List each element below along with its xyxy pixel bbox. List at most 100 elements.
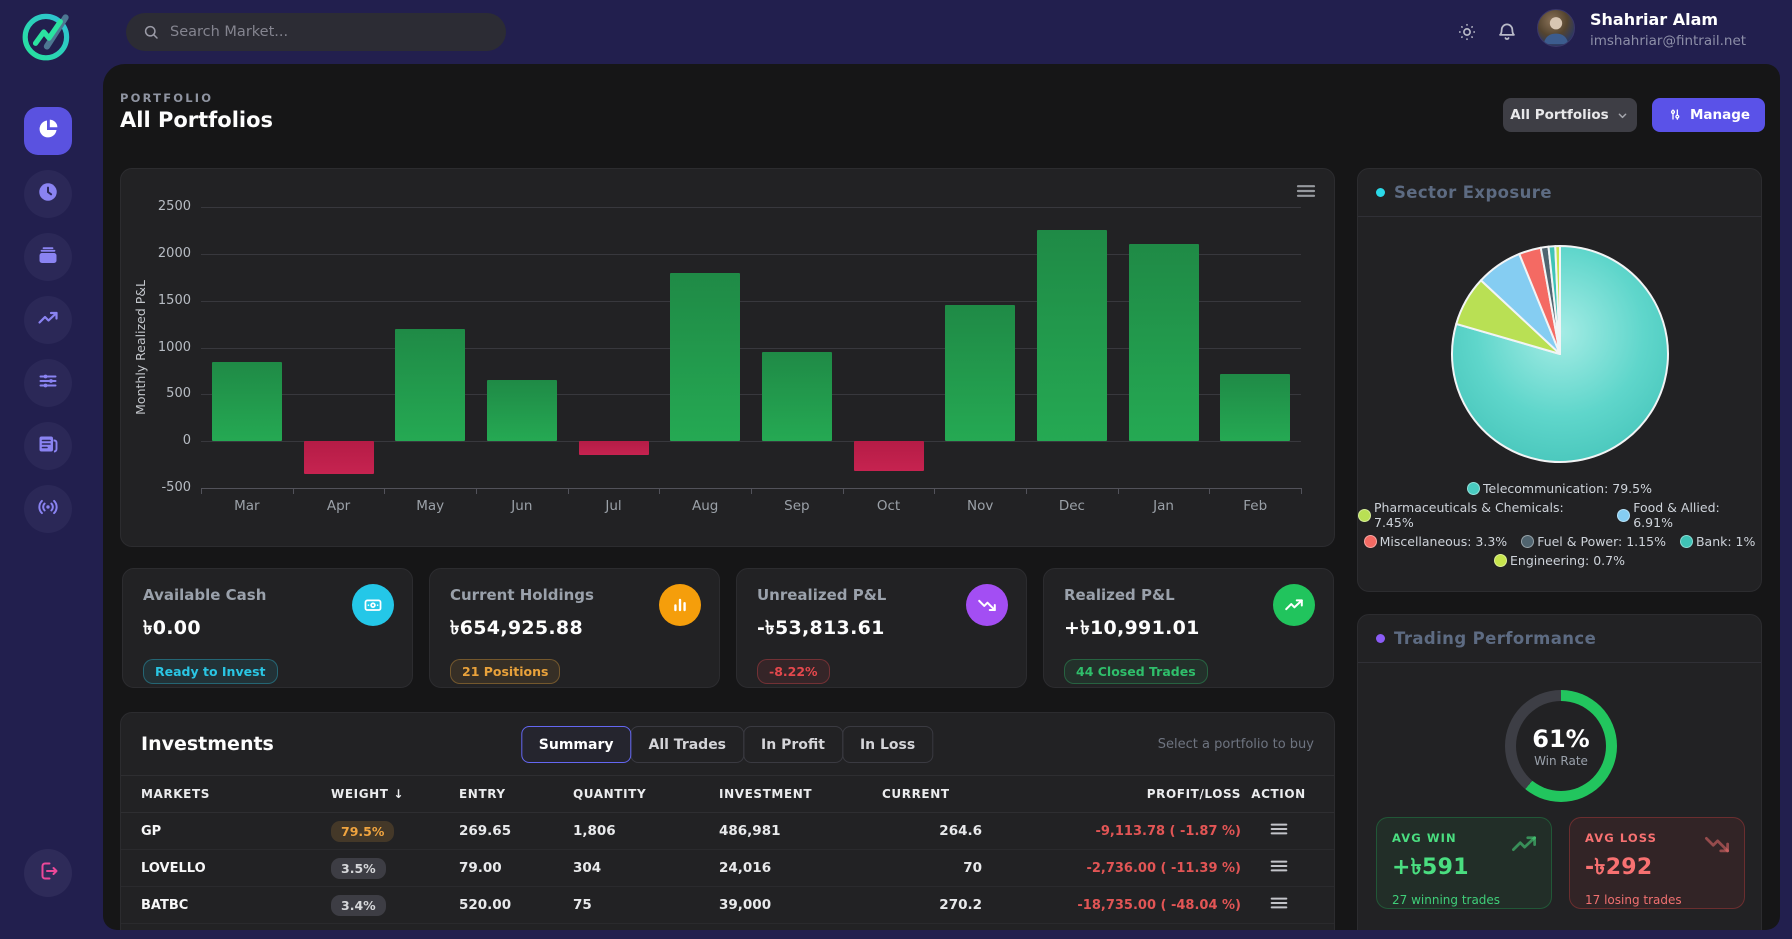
news-icon [36, 432, 60, 460]
investments-title: Investments [141, 733, 274, 755]
legend-item[interactable]: Pharmaceuticals & Chemicals: 7.45% [1358, 500, 1603, 530]
legend-label: Telecommunication: 79.5% [1483, 481, 1652, 496]
axis-tick [292, 488, 294, 494]
status-badge: Ready to Invest [143, 659, 278, 684]
search-input[interactable] [170, 24, 490, 40]
table-row[interactable]: LOVELLO 3.5% 79.00 304 24,016 70 -2,736.00 ( -… [121, 850, 1334, 887]
entry-cell: 520.00 [459, 897, 512, 913]
avg-win-card: AVG WIN +৳591 27 winning trades [1376, 817, 1552, 909]
win-rate-label: Win Rate [1534, 753, 1588, 768]
manage-button[interactable]: Manage [1652, 98, 1765, 132]
x-label-Nov: Nov [967, 498, 994, 514]
y-tick-label: -500 [161, 480, 191, 495]
main-panel: PORTFOLIO All Portfolios All Portfolios … [103, 64, 1780, 930]
column-header-entry[interactable]: ENTRY [459, 787, 506, 801]
sidebar-item-news[interactable] [24, 422, 72, 470]
legend-item[interactable]: Food & Allied: 6.91% [1617, 500, 1761, 530]
logout-button[interactable] [24, 849, 72, 897]
column-header-markets[interactable]: MARKETS [141, 787, 210, 801]
row-menu-icon[interactable] [1268, 818, 1290, 840]
tab-summary[interactable]: Summary [520, 726, 632, 763]
legend-dot [1679, 535, 1693, 548]
column-header-quantity[interactable]: QUANTITY [573, 787, 647, 801]
stat-card-unrealized-p-l: Unrealized P&L -৳53,813.61 -8.22% [736, 568, 1027, 688]
notifications-button[interactable] [1492, 17, 1522, 47]
legend-label: Engineering: 0.7% [1510, 553, 1625, 568]
axis-tick [567, 488, 569, 494]
y-tick-label: 2000 [157, 245, 191, 261]
tab-all-trades[interactable]: All Trades [630, 726, 745, 763]
portfolio-select-label: All Portfolios [1510, 107, 1609, 123]
sidebar-item-pie-chart[interactable] [24, 107, 72, 155]
legend-label: Fuel & Power: 1.15% [1537, 534, 1666, 549]
axis-tick [842, 488, 844, 494]
x-label-Oct: Oct [876, 498, 901, 514]
legend-row: Telecommunication: 79.5% [1467, 481, 1652, 496]
search-bar [126, 13, 506, 51]
sidebar-item-holdings[interactable] [24, 233, 72, 281]
avg-win-value: +৳591 [1392, 855, 1469, 880]
legend-item[interactable]: Bank: 1% [1679, 534, 1756, 549]
tab-in-loss[interactable]: In Loss [841, 726, 934, 763]
legend-dot [1358, 508, 1371, 522]
column-header-profit-loss[interactable]: PROFIT/LOSS [1146, 787, 1241, 801]
row-menu-icon[interactable] [1268, 855, 1290, 877]
chart-menu-icon[interactable] [1294, 179, 1318, 203]
x-label-Jul: Jul [605, 498, 622, 514]
sector-exposure-title: Sector Exposure [1394, 183, 1552, 202]
y-tick-label: 500 [166, 386, 191, 402]
stat-value: -৳53,813.61 [757, 617, 885, 639]
trading-performance-title: Trading Performance [1394, 629, 1597, 648]
gridline-500 [201, 394, 1301, 396]
portfolio-select-dropdown[interactable]: All Portfolios [1503, 98, 1637, 132]
column-header-current[interactable]: CURRENT [882, 787, 950, 801]
x-label-Dec: Dec [1058, 498, 1085, 514]
gridline-1500 [201, 300, 1301, 302]
sector-legend: Telecommunication: 79.5% Pharmaceuticals … [1358, 481, 1761, 568]
table-row[interactable]: BATBC 3.4% 520.00 75 39,000 270.2 -18,735.00 (… [121, 887, 1334, 924]
avg-loss-sub: 17 losing trades [1585, 893, 1682, 907]
avatar[interactable] [1537, 9, 1575, 47]
sidebar-item-signal[interactable] [24, 485, 72, 533]
stat-card-current-holdings: Current Holdings ৳654,925.88 21 Positions [429, 568, 720, 688]
x-label-Mar: Mar [234, 498, 260, 514]
legend-item[interactable]: Engineering: 0.7% [1494, 553, 1625, 568]
stat-value: ৳654,925.88 [450, 617, 583, 639]
weight-badge: 3.5% [331, 857, 386, 879]
table-row[interactable]: GP 79.5% 269.65 1,806 486,981 264.6 -9,113.78 … [121, 813, 1334, 850]
bar-Sep [761, 352, 832, 442]
sidebar-item-sliders[interactable] [24, 359, 72, 407]
current-cell: 70 [963, 860, 982, 876]
investments-tabs: Summary All Trades In Profit In Loss [520, 726, 934, 763]
legend-item[interactable]: Miscellaneous: 3.3% [1363, 534, 1507, 549]
entry-cell: 269.65 [459, 823, 512, 839]
x-label-Sep: Sep [784, 498, 810, 514]
bar-Feb [1220, 373, 1291, 442]
chevron-down-icon [1618, 113, 1627, 118]
theme-toggle-button[interactable] [1452, 17, 1482, 47]
tab-in-profit[interactable]: In Profit [743, 726, 843, 763]
avg-win-label: AVG WIN [1392, 831, 1457, 845]
column-header-action[interactable]: ACTION [1251, 787, 1306, 801]
win-rate-value: 61% [1532, 724, 1590, 753]
column-header-investment[interactable]: INVESTMENT [719, 787, 813, 801]
sidebar-item-trend-up[interactable] [24, 296, 72, 344]
x-label-Feb: Feb [1243, 498, 1268, 514]
status-badge: -8.22% [757, 659, 830, 684]
legend-item[interactable]: Telecommunication: 79.5% [1467, 481, 1652, 496]
legend-dot [1363, 535, 1377, 548]
gridline-0 [201, 441, 1301, 443]
weight-cell: 79.5% [331, 820, 459, 842]
sector-exposure-card: Sector Exposure Telecommunication: 79.5%… [1357, 168, 1762, 592]
axis-tick [659, 488, 661, 494]
row-menu-icon[interactable] [1268, 892, 1290, 914]
market-cell: LOVELLO [141, 860, 206, 876]
sidebar-item-clock[interactable] [24, 170, 72, 218]
trend-down-icon [1705, 837, 1729, 853]
gridline-2500 [201, 207, 1301, 208]
column-header-weight[interactable]: WEIGHT ↓ [331, 787, 405, 801]
legend-item[interactable]: Fuel & Power: 1.15% [1521, 534, 1666, 549]
pnl-cell: -2,736.00 ( -11.39 %) [1086, 860, 1241, 876]
legend-label: Bank: 1% [1695, 534, 1756, 549]
topbar: Shahriar Alam imshahriar@fintrail.net [0, 0, 1792, 64]
